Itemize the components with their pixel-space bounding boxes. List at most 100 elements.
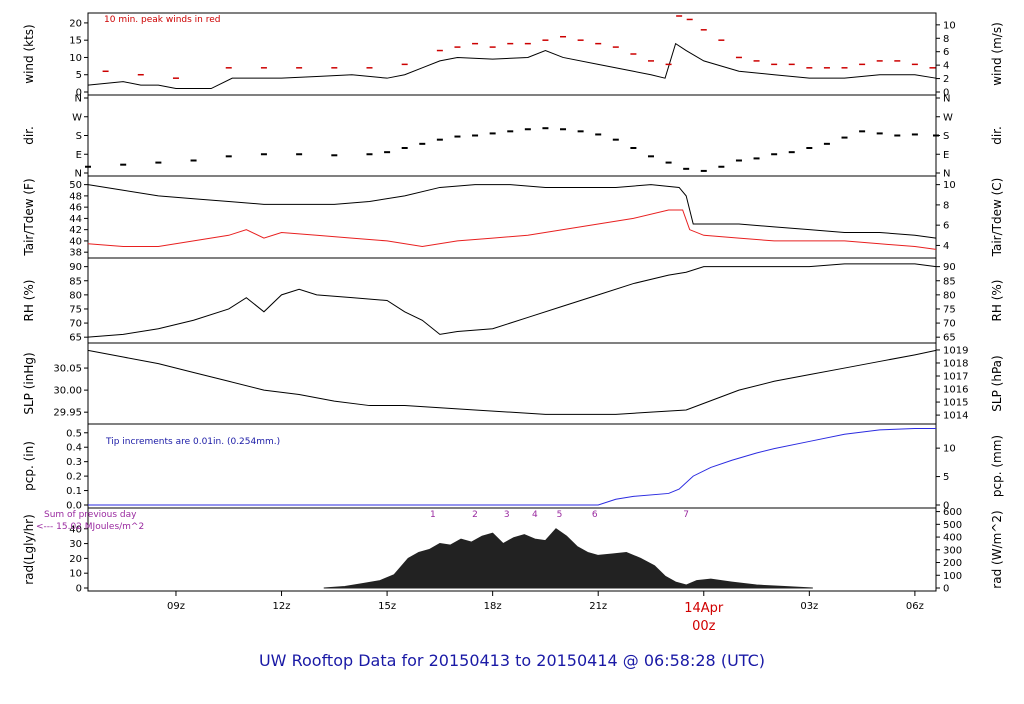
right-tick-label-slp: 1018 — [943, 358, 968, 369]
right-tick-label-rad: 100 — [943, 571, 962, 582]
left-tick-label-rh: 75 — [69, 304, 82, 315]
series-line-rh-0 — [87, 263, 937, 338]
dir-point — [331, 154, 338, 157]
left-tick-label-rh: 90 — [69, 262, 82, 273]
left-axis-title-rad: rad(Lgly/hr) — [22, 514, 36, 585]
right-tick-label-temp: 4 — [943, 241, 949, 252]
dir-point — [366, 153, 373, 156]
right-tick-label-rh: 90 — [943, 262, 956, 273]
right-tick-label-slp: 1014 — [943, 411, 968, 422]
rad-marker: 3 — [504, 510, 510, 520]
left-tick-label-temp: 42 — [69, 225, 82, 236]
x-tick-label: 18z — [484, 601, 502, 612]
left-tick-label-dir: N — [75, 169, 82, 180]
dir-point — [753, 157, 760, 160]
left-tick-label-temp: 38 — [69, 248, 82, 259]
left-tick-label-rh: 65 — [69, 333, 82, 344]
rad-marker: 6 — [592, 510, 598, 520]
date-marker-label: 14Apr — [684, 601, 724, 616]
left-tick-label-slp: 30.05 — [53, 364, 82, 375]
left-tick-label-temp: 46 — [69, 203, 82, 214]
right-tick-label-pcp: 0 — [943, 501, 949, 512]
right-tick-label-temp: 8 — [943, 200, 949, 211]
series-line-wind-0 — [87, 42, 937, 90]
series-line-slp-0 — [87, 349, 937, 415]
left-tick-label-temp: 44 — [69, 214, 82, 225]
dir-point — [735, 159, 742, 162]
dir-point — [700, 169, 707, 172]
x-tick-label: 15z — [378, 601, 396, 612]
right-tick-label-wind: 4 — [943, 61, 949, 72]
right-tick-label-slp: 1016 — [943, 385, 968, 396]
dir-point — [542, 127, 549, 130]
rad-marker: 7 — [683, 510, 689, 520]
right-axis-title-slp: SLP (hPa) — [990, 355, 1004, 411]
right-tick-label-rh: 85 — [943, 276, 956, 287]
left-tick-label-wind: 10 — [69, 53, 82, 64]
dir-point — [894, 134, 901, 137]
right-tick-label-rad: 200 — [943, 558, 962, 569]
dir-point — [612, 138, 619, 141]
right-tick-label-pcp: 10 — [943, 444, 956, 455]
dir-point — [190, 159, 197, 162]
dir-point — [436, 138, 443, 141]
left-tick-label-rh: 70 — [69, 319, 82, 330]
right-tick-label-dir: S — [943, 131, 949, 142]
dir-point — [647, 155, 654, 158]
panel-dir — [84, 94, 940, 177]
panel-wind — [84, 12, 940, 96]
rad-marker: 1 — [430, 510, 436, 520]
dir-point — [665, 161, 672, 164]
dir-point — [489, 132, 496, 135]
dir-point — [524, 128, 531, 131]
panel-rad — [84, 507, 940, 592]
left-tick-label-wind: 20 — [69, 18, 82, 29]
dir-point — [788, 151, 795, 154]
rad-annotation-line-1: Sum of previous day — [44, 510, 137, 520]
left-tick-label-pcp: 0.2 — [66, 472, 82, 483]
rad-annotation-line-2: <--- 15.02 MJoules/m^2 — [36, 522, 144, 532]
annotation-pcp: Tip increments are 0.01in. (0.254mm.) — [105, 437, 280, 447]
left-tick-label-temp: 48 — [69, 191, 82, 202]
dir-point — [933, 134, 939, 137]
series-line-temp-0 — [87, 184, 937, 239]
left-tick-label-wind: 5 — [76, 70, 82, 81]
left-tick-label-rad: 30 — [69, 539, 82, 550]
left-tick-label-dir: W — [72, 112, 82, 123]
right-axis-title-pcp: pcp. (mm) — [990, 435, 1004, 497]
left-tick-label-temp: 40 — [69, 236, 82, 247]
x-tick-label: 06z — [906, 601, 924, 612]
right-tick-label-wind: 10 — [943, 20, 956, 31]
x-tick-label: 00z — [692, 619, 716, 634]
right-axis-title-rh: RH (%) — [990, 280, 1004, 322]
dir-point — [595, 133, 602, 136]
right-tick-label-slp: 1019 — [943, 345, 968, 356]
left-tick-label-dir: S — [76, 131, 82, 142]
right-tick-label-dir: N — [943, 94, 950, 105]
right-tick-label-rad: 500 — [943, 520, 962, 531]
left-tick-label-rad: 20 — [69, 554, 82, 565]
panel-rh — [84, 257, 940, 344]
panel-frame-dir — [87, 94, 937, 177]
series-line-pcp-0 — [88, 427, 936, 506]
left-axis-title-slp: SLP (inHg) — [22, 352, 36, 414]
left-tick-label-wind: 0 — [76, 88, 82, 99]
left-axis-title-dir: dir. — [22, 126, 36, 145]
left-axis-title-rh: RH (%) — [22, 280, 36, 322]
dir-point — [630, 147, 637, 149]
left-tick-label-rad: 10 — [69, 569, 82, 580]
rad-marker: 2 — [472, 510, 478, 520]
dir-point — [419, 142, 426, 145]
dir-point — [859, 130, 866, 133]
left-tick-label-dir: E — [76, 150, 82, 161]
right-tick-label-dir: E — [943, 150, 949, 161]
left-axis-title-wind: wind (kts) — [22, 24, 36, 83]
left-tick-label-temp: 50 — [69, 180, 82, 191]
right-tick-label-rh: 70 — [943, 319, 956, 330]
rad-marker: 5 — [557, 510, 563, 520]
annotation-wind: 10 min. peak winds in red — [104, 15, 221, 25]
dir-point — [296, 153, 303, 156]
right-tick-label-rh: 75 — [943, 304, 956, 315]
x-tick-label: 09z — [167, 601, 185, 612]
